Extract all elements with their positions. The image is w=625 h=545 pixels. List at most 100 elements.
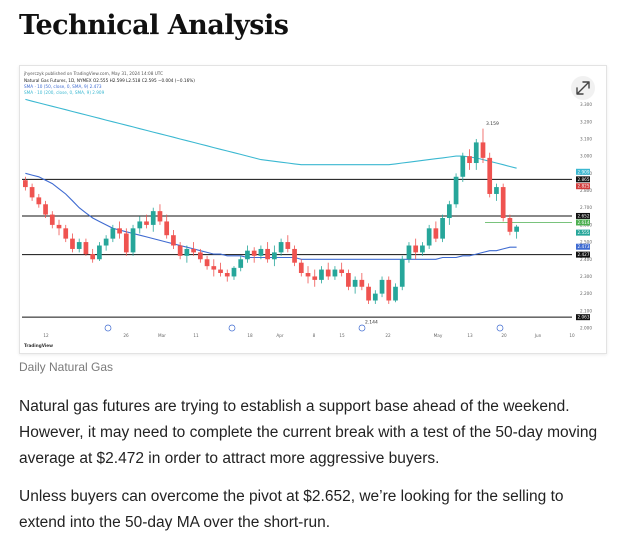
candle-body — [467, 156, 472, 164]
chart-sma50-text: SMA · 10 (50, close, 0, SMA, 9) 2.473 — [24, 84, 102, 89]
candle-body — [197, 252, 203, 260]
candle-body — [103, 238, 109, 246]
price-badge — [576, 229, 590, 236]
candle-body — [171, 235, 176, 246]
sma50-line — [25, 172, 517, 260]
candle-body — [514, 226, 519, 232]
candle-body — [177, 245, 183, 256]
candle-body — [272, 252, 277, 260]
candle-body — [305, 273, 311, 277]
candle-body — [144, 221, 149, 225]
event-icon — [358, 324, 366, 332]
candle-body — [460, 156, 466, 177]
candle-body — [379, 279, 385, 294]
y-tick-label: 3.100 — [580, 136, 592, 141]
candle-body — [440, 218, 445, 239]
candle-body — [23, 180, 28, 188]
candle-body — [43, 204, 48, 215]
candle-body — [218, 269, 223, 274]
candle-body — [164, 221, 170, 236]
x-tick-label: 13 — [467, 333, 473, 338]
candle-body — [150, 211, 156, 225]
chart-publisher-text: jhyerczyk published on TradingView.com, … — [23, 71, 163, 76]
candle-body — [298, 262, 304, 274]
price-badge — [576, 219, 590, 226]
candle-body — [473, 142, 479, 164]
paragraph-2: Unless buyers can overcome the pivot at … — [19, 488, 564, 531]
chart-image[interactable]: jhyerczyk published on TradingView.com, … — [19, 65, 607, 354]
candle-body — [130, 228, 136, 253]
candle-body — [319, 269, 324, 280]
candle-body — [446, 204, 452, 219]
candle-body — [90, 254, 96, 260]
x-tick-label: 12 — [43, 333, 49, 338]
sma200-line — [25, 98, 517, 169]
x-tick-label: 10 — [569, 333, 575, 338]
candle-body — [278, 242, 284, 253]
price-badge-label: 2.825 — [578, 184, 590, 189]
candle-body — [70, 238, 75, 249]
candle-body — [285, 242, 291, 249]
candle-body — [258, 248, 264, 256]
candle-body — [426, 228, 432, 246]
y-axis: 3.3003.2003.1003.0002.9002.8002.7002.600… — [576, 102, 592, 331]
level-badge-label: 2.063 — [578, 315, 590, 320]
price-badge-label: 2.909 — [578, 169, 590, 174]
candle-body — [56, 224, 62, 229]
candle-body — [265, 248, 270, 260]
tradingview-logo: TradingView — [24, 343, 53, 348]
price-badge — [576, 168, 590, 175]
annotations: 3.159 2.144 — [365, 121, 499, 325]
chart-svg: jhyerczyk published on TradingView.com, … — [22, 71, 595, 348]
event-icon — [228, 324, 236, 332]
candle-body — [29, 187, 35, 198]
candle-body — [359, 279, 365, 287]
candle-body — [36, 197, 42, 205]
y-tick-label: 2.700 — [580, 205, 592, 210]
candle-body — [110, 228, 116, 239]
candle-body — [413, 245, 419, 253]
x-tick-label: 11 — [193, 333, 199, 338]
candle-body — [49, 214, 55, 225]
candle-body — [494, 187, 499, 194]
x-axis: 12 26 Mar 11 18 Apr 8 15 22 May 13 20 Jun 10 — [43, 324, 575, 338]
x-tick-label: 22 — [385, 333, 391, 338]
chart-caption: Daily Natural Gas — [19, 360, 114, 374]
candle-body — [123, 233, 129, 253]
candle-body — [224, 273, 230, 277]
candle-body — [420, 245, 425, 253]
y-tick-label: 2.500 — [580, 240, 592, 245]
candle-body — [480, 142, 486, 158]
chart-sma200-text: SMA · 10 (200, close, 0, SMA, 9) 2.909 — [24, 90, 105, 95]
candle-body — [352, 279, 358, 287]
candle-body — [366, 286, 371, 301]
candle-body — [372, 293, 378, 301]
chart-symbol-text: Natural Gas Futures, 1D, NYMEX O2.555 H2… — [24, 78, 195, 83]
candle-body — [386, 279, 392, 301]
x-tick-label: 8 — [313, 333, 316, 338]
candle-body — [184, 248, 190, 256]
x-tick-label: Jun — [534, 333, 542, 338]
candle-body — [292, 248, 297, 263]
candle-body — [117, 228, 122, 234]
y-tick-label: 3.300 — [580, 102, 592, 107]
candle-body — [137, 221, 143, 229]
candle-body — [406, 245, 412, 260]
candle-body — [500, 187, 506, 219]
candle-body — [332, 269, 338, 277]
candle-body — [211, 266, 217, 270]
expand-icon[interactable] — [571, 76, 595, 100]
level-badge-label: 2.427 — [578, 252, 590, 257]
price-badge-label: 2.473 — [578, 244, 590, 249]
candle-body — [399, 259, 405, 287]
x-tick-label: Mar — [158, 333, 166, 338]
y-tick-label: 3.000 — [580, 154, 592, 159]
candle-body — [76, 242, 82, 249]
candle-body — [191, 248, 196, 253]
sma-path — [25, 98, 517, 169]
candle-body — [157, 211, 163, 222]
candle-body — [507, 218, 513, 232]
y-tick-label: 2.300 — [580, 274, 592, 279]
level-badge-label: 2.865 — [578, 177, 590, 182]
annotation-label: 2.144 — [365, 319, 378, 325]
